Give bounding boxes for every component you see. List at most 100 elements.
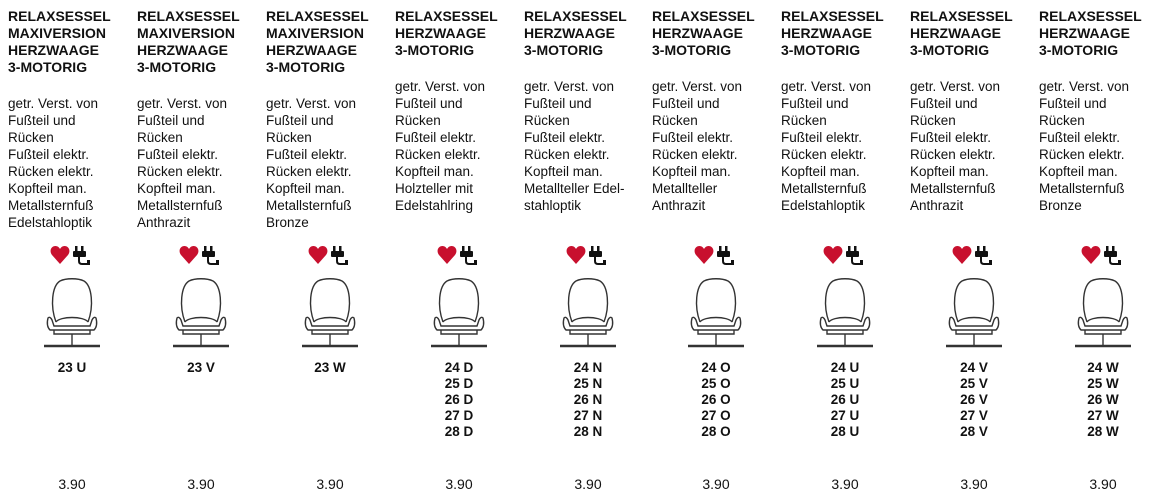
- description-line: Fußteil elektr.: [1039, 129, 1163, 146]
- feature-icons-graphic: [952, 244, 996, 266]
- description-line: Rücken elektr.: [781, 146, 909, 163]
- article-code: 24 D: [395, 360, 523, 376]
- title-line: RELAXSESSEL: [8, 8, 136, 25]
- chair-illustration-graphic: [161, 276, 241, 354]
- description-line: Fußteil elektr.: [910, 129, 1038, 146]
- feature-icons-graphic: [179, 244, 223, 266]
- title-line: 3-MOTORIG: [8, 59, 136, 76]
- title-line: RELAXSESSEL: [652, 8, 780, 25]
- title-line: RELAXSESSEL: [910, 8, 1038, 25]
- chair-illustration-graphic: [419, 276, 499, 354]
- chair-illustration-graphic: [548, 276, 628, 354]
- description-line: Kopfteil man.: [8, 180, 136, 197]
- description-line: Edelstahloptik: [8, 214, 136, 231]
- title-line: RELAXSESSEL: [524, 8, 652, 25]
- description-line: Holzteller mit: [395, 180, 523, 197]
- title-line: HERZWAAGE: [910, 25, 1038, 42]
- title-line: 3-MOTORIG: [781, 42, 909, 59]
- description-line: Fußteil und: [395, 95, 523, 112]
- title-line: MAXIVERSION: [266, 25, 394, 42]
- description-line: getr. Verst. von: [652, 78, 780, 95]
- description-line: Rücken: [8, 129, 136, 146]
- article-codes: 23 V: [137, 360, 265, 376]
- description-line: Rücken elektr.: [8, 163, 136, 180]
- description-line: getr. Verst. von: [266, 95, 394, 112]
- description-line: Fußteil elektr.: [652, 129, 780, 146]
- description-line: getr. Verst. von: [1039, 78, 1163, 95]
- description-line: Anthrazit: [652, 197, 780, 214]
- description-line: Rücken elektr.: [137, 163, 265, 180]
- title-line: HERZWAAGE: [524, 25, 652, 42]
- title-line: 3-MOTORIG: [524, 42, 652, 59]
- title-line: 3-MOTORIG: [137, 59, 265, 76]
- description-line: Kopfteil man.: [1039, 163, 1163, 180]
- article-code: 24 N: [524, 360, 652, 376]
- description-line: Rücken: [1039, 112, 1163, 129]
- feature-icons-graphic: [308, 244, 352, 266]
- title-line: RELAXSESSEL: [137, 8, 265, 25]
- feature-icons-graphic: [566, 244, 610, 266]
- description-line: Bronze: [1039, 197, 1163, 214]
- title-line: HERZWAAGE: [781, 25, 909, 42]
- description-line: Fußteil und: [910, 95, 1038, 112]
- title-line: RELAXSESSEL: [781, 8, 909, 25]
- description-line: Kopfteil man.: [266, 180, 394, 197]
- chair-illustration-graphic: [32, 276, 112, 354]
- article-code: 27 U: [781, 408, 909, 424]
- title-line: 3-MOTORIG: [395, 42, 523, 59]
- article-code: 26 U: [781, 392, 909, 408]
- article-code: 27 V: [910, 408, 1038, 424]
- feature-icons: [823, 244, 867, 271]
- description-line: Fußteil und: [652, 95, 780, 112]
- title-line: 3-MOTORIG: [652, 42, 780, 59]
- chair-illustration: [805, 276, 885, 359]
- article-code: 24 W: [1039, 360, 1163, 376]
- catalog-page: RELAXSESSELMAXIVERSIONHERZWAAGE3-MOTORIG…: [0, 0, 1163, 493]
- chair-illustration: [548, 276, 628, 359]
- article-codes: 23 U: [8, 360, 136, 376]
- description-line: Bronze: [266, 214, 394, 231]
- description-line: Kopfteil man.: [910, 163, 1038, 180]
- feature-icons-graphic: [694, 244, 738, 266]
- description-line: Rücken elektr.: [652, 146, 780, 163]
- description-line: getr. Verst. von: [910, 78, 1038, 95]
- feature-icons-graphic: [437, 244, 481, 266]
- article-codes: 23 W: [266, 360, 394, 376]
- title-line: MAXIVERSION: [137, 25, 265, 42]
- article-code: 24 V: [910, 360, 1038, 376]
- feature-icons: [50, 244, 94, 271]
- price: 3.90: [910, 476, 1038, 492]
- title-line: 3-MOTORIG: [1039, 42, 1163, 59]
- feature-icons: [566, 244, 610, 271]
- description-line: Rücken: [910, 112, 1038, 129]
- article-code: 28 W: [1039, 424, 1163, 440]
- article-code: 25 V: [910, 376, 1038, 392]
- article-code: 27 W: [1039, 408, 1163, 424]
- description-line: Metallsternfuß: [910, 180, 1038, 197]
- article-code: 26 D: [395, 392, 523, 408]
- description-line: Fußteil und: [1039, 95, 1163, 112]
- article-code: 23 W: [266, 360, 394, 376]
- article-code: 25 W: [1039, 376, 1163, 392]
- chair-illustration: [161, 276, 241, 359]
- chair-illustration-graphic: [676, 276, 756, 354]
- feature-icons: [694, 244, 738, 271]
- chair-illustration-graphic: [934, 276, 1014, 354]
- description-line: Kopfteil man.: [395, 163, 523, 180]
- feature-icons: [952, 244, 996, 271]
